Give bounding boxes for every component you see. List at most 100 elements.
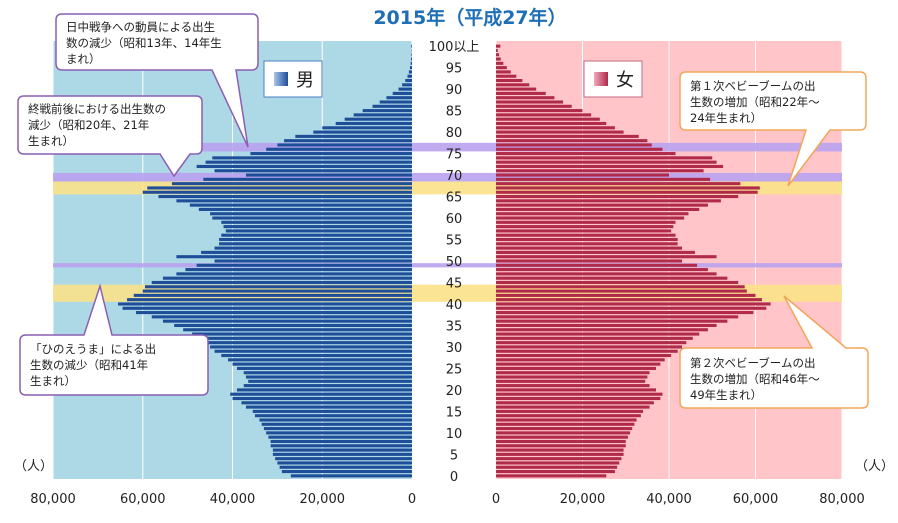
male-bar-age-74 <box>212 156 412 160</box>
age-label-0: 0 <box>450 470 458 485</box>
female-bar-age-57 <box>496 229 672 233</box>
male-bar-age-23 <box>245 375 412 379</box>
callout-left-top-line3: まれ） <box>66 52 101 66</box>
male-bar-age-97 <box>411 57 412 61</box>
male-bar-age-70 <box>245 173 412 177</box>
age-label-30: 30 <box>446 341 463 356</box>
age-label-85: 85 <box>446 105 463 120</box>
female-bar-age-1 <box>496 470 615 474</box>
male-bar-age-20 <box>236 388 412 392</box>
male-bar-age-7 <box>270 444 412 448</box>
x-axis-ticks: 80,000 60,000 40,000 20,000 0 0 20,000 40,000 60… <box>30 492 865 507</box>
male-bar-age-84 <box>353 113 412 117</box>
female-bar-age-64 <box>496 199 721 203</box>
female-bar-age-21 <box>496 384 650 388</box>
female-bar-age-0 <box>496 474 607 478</box>
female-bar-age-81 <box>496 126 615 130</box>
female-bar-age-51 <box>496 255 717 259</box>
male-bar-age-18 <box>232 396 412 401</box>
male-bar-age-69 <box>203 177 412 181</box>
male-bar-age-21 <box>243 384 412 388</box>
band-ages-41-44 <box>53 284 842 302</box>
age-axis-labels: 100以上95908580757065605550454035302520151… <box>429 40 480 485</box>
female-bar-age-75 <box>496 152 676 156</box>
age-label-65: 65 <box>446 191 463 206</box>
male-bar-age-16 <box>245 405 412 409</box>
male-bars <box>118 44 413 478</box>
callout-left-mid-line3: 生まれ） <box>28 134 74 148</box>
female-bar-age-37 <box>496 315 739 319</box>
female-bar-age-68 <box>496 182 741 186</box>
male-bar-age-53 <box>214 246 412 250</box>
female-bar-age-28 <box>496 353 672 358</box>
male-bar-age-37 <box>151 315 412 319</box>
male-bar-age-87 <box>379 100 412 104</box>
male-bar-age-45 <box>151 280 412 285</box>
chart-title: 2015年（平成27年） <box>373 6 566 29</box>
male-bar-age-48 <box>185 268 412 272</box>
male-bar-age-65 <box>158 194 412 199</box>
female-bar-age-63 <box>496 203 708 207</box>
male-bar-age-49 <box>196 263 412 267</box>
age-label-60: 60 <box>446 212 463 227</box>
callout-left-bottom-line3: 生まれ） <box>30 374 76 388</box>
male-bar-age-19 <box>230 392 412 396</box>
male-bar-age-63 <box>189 203 412 207</box>
female-bar-age-78 <box>496 139 648 143</box>
legend-male-label: 男 <box>296 70 314 91</box>
male-bar-age-91 <box>402 83 412 87</box>
male-bar-age-2 <box>279 465 412 469</box>
female-bar-age-24 <box>496 371 650 375</box>
female-bar-age-67 <box>496 186 760 190</box>
age-label-20: 20 <box>446 384 463 399</box>
male-bar-age-9 <box>268 435 412 439</box>
female-bar-age-22 <box>496 379 646 383</box>
male-bar-age-81 <box>322 126 412 130</box>
female-bar-age-70 <box>496 173 669 177</box>
female-bar-age-95 <box>496 66 507 70</box>
male-bar-age-25 <box>236 366 412 370</box>
female-bar-age-33 <box>496 332 700 336</box>
callout-left-top-line2: 数の減少（昭和13年、14年生 <box>66 36 222 50</box>
male-bar-age-26 <box>232 362 412 366</box>
female-bar-age-11 <box>496 427 633 431</box>
legend-male-box <box>263 60 323 98</box>
male-bar-age-10 <box>266 431 412 435</box>
female-bar-age-15 <box>496 409 644 413</box>
male-bar-age-4 <box>275 457 412 461</box>
female-bar-age-39 <box>496 306 767 310</box>
female-bar-age-3 <box>496 461 620 465</box>
callout-left-mid-line2: 減少（昭和20年、21年 <box>28 118 149 132</box>
female-bar-age-31 <box>496 341 687 345</box>
x-tick-left-0: 80,000 <box>30 492 76 507</box>
female-bar-age-5 <box>496 452 624 456</box>
female-bar-age-100 <box>496 44 501 48</box>
male-bar-age-42 <box>133 293 412 297</box>
male-bar-age-43 <box>142 289 412 293</box>
female-bar-age-52 <box>496 250 695 254</box>
male-bar-age-68 <box>171 182 412 186</box>
male-bar-age-60 <box>212 216 412 220</box>
male-bar-age-96 <box>410 61 412 65</box>
female-bar-age-42 <box>496 293 756 297</box>
male-bar-age-3 <box>277 461 412 465</box>
female-bar-age-4 <box>496 457 622 461</box>
callout-right-top-line2: 生数の増加（昭和22年～ <box>690 95 820 109</box>
male-bar-age-5 <box>272 452 412 456</box>
band-ages-76-77 <box>53 142 842 152</box>
female-bar-age-79 <box>496 134 639 138</box>
x-tick-left-2: 40,000 <box>210 492 256 507</box>
female-bar-age-8 <box>496 439 626 444</box>
age-label-10: 10 <box>446 427 463 442</box>
male-bar-age-95 <box>409 66 412 70</box>
male-bar-age-30 <box>210 345 412 349</box>
female-bar-age-27 <box>496 358 665 362</box>
female-bar-age-50 <box>496 259 682 263</box>
male-bar-age-75 <box>250 152 412 156</box>
age-label-40: 40 <box>446 298 463 313</box>
male-bar-age-85 <box>362 109 412 113</box>
male-bar-age-34 <box>183 328 412 332</box>
female-bar-age-83 <box>496 117 600 121</box>
female-bar-age-45 <box>496 280 739 285</box>
male-bar-age-76 <box>266 147 412 151</box>
